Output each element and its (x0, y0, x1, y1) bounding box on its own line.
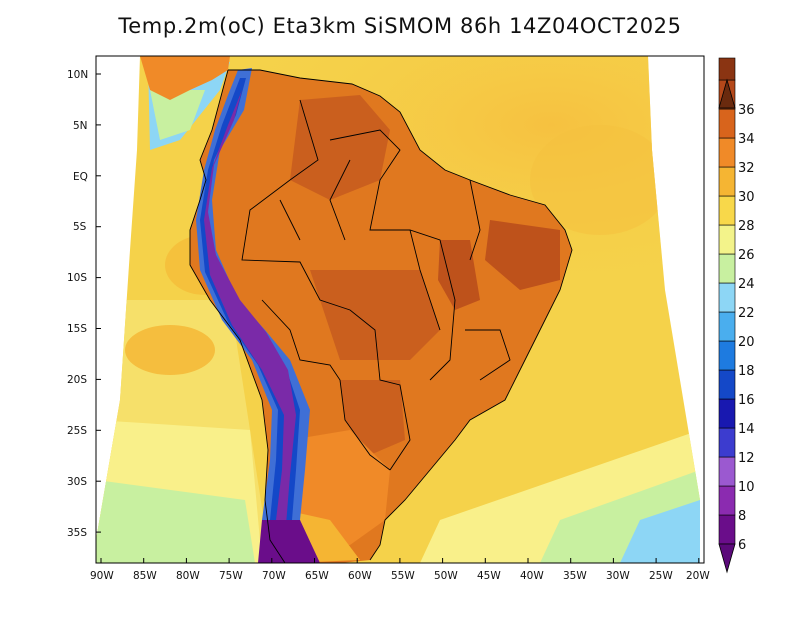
colorbar-swatch (718, 514, 736, 545)
colorbar-label: 10 (738, 480, 755, 495)
colorbar-swatch (718, 427, 736, 458)
colorbar-swatch (718, 340, 736, 371)
colorbar-swatch (718, 369, 736, 400)
colorbar-label: 34 (738, 132, 755, 147)
colorbar-label: 20 (738, 335, 755, 350)
lat-label: 35S (67, 527, 87, 539)
lon-label: 70W (262, 570, 286, 582)
map-title: Temp.2m(oC) Eta3km SiSMOM 86h 14Z04OCT20… (118, 14, 682, 38)
lon-label: 85W (133, 570, 157, 582)
colorbar-max-arrow (718, 78, 736, 109)
colorbar-label: 28 (738, 219, 755, 234)
lon-label: 65W (305, 570, 329, 582)
colorbar-swatch (718, 108, 736, 139)
lat-label: 10S (67, 272, 87, 284)
lon-label: 55W (391, 570, 415, 582)
lon-label: 60W (348, 570, 372, 582)
lon-label: 80W (176, 570, 200, 582)
lon-label: 30W (606, 570, 630, 582)
colorbar-label: 12 (738, 451, 755, 466)
colorbar-swatch (718, 253, 736, 284)
lat-label: EQ (73, 171, 88, 183)
colorbar-swatch (718, 224, 736, 255)
lon-label: 25W (649, 570, 673, 582)
colorbar-swatch (718, 485, 736, 516)
lon-label: 50W (434, 570, 458, 582)
colorbar-label: 6 (738, 538, 746, 553)
colorbar-swatch (718, 137, 736, 168)
lon-label: 75W (219, 570, 243, 582)
lat-label: 20S (67, 374, 87, 386)
colorbar-label: 26 (738, 248, 755, 263)
colorbar-label: 16 (738, 393, 755, 408)
longitude-axis: 90W 85W 80W 75W 70W 65W 60W 55W 50W 45W … (90, 558, 710, 582)
colorbar-label: 30 (738, 190, 755, 205)
colorbar-swatch (718, 398, 736, 429)
lon-label: 20W (686, 570, 710, 582)
colorbar-swatch (718, 57, 736, 81)
lat-label: 5S (73, 221, 87, 233)
temperature-field (96, 56, 700, 563)
colorbar-swatch (718, 311, 736, 342)
colorbar-label: 36 (738, 103, 755, 118)
colorbar-swatch (718, 195, 736, 226)
colorbar-label: 14 (738, 422, 755, 437)
lat-label: 5N (73, 120, 88, 132)
lat-label: 25S (67, 425, 87, 437)
colorbar-swatch (718, 166, 736, 197)
lat-label: 30S (67, 476, 87, 488)
colorbar-label: 18 (738, 364, 755, 379)
colorbar-min-arrow (718, 543, 736, 574)
lon-label: 40W (520, 570, 544, 582)
lat-label: 10N (67, 69, 88, 81)
lon-label: 35W (563, 570, 587, 582)
colorbar: 6 8 10 12 14 16 18 20 22 24 26 28 30 32 … (718, 57, 755, 574)
colorbar-label: 32 (738, 161, 755, 176)
lon-label: 90W (90, 570, 114, 582)
colorbar-label: 8 (738, 509, 746, 524)
colorbar-label: 22 (738, 306, 755, 321)
colorbar-swatch (718, 282, 736, 313)
colorbar-label: 24 (738, 277, 755, 292)
latitude-axis: 10N 5N EQ 5S 10S 15S 20S 25S 30S 35S (67, 69, 101, 539)
lon-label: 45W (477, 570, 501, 582)
lat-label: 15S (67, 323, 87, 335)
colorbar-swatch (718, 456, 736, 487)
country-borders (189, 69, 573, 564)
